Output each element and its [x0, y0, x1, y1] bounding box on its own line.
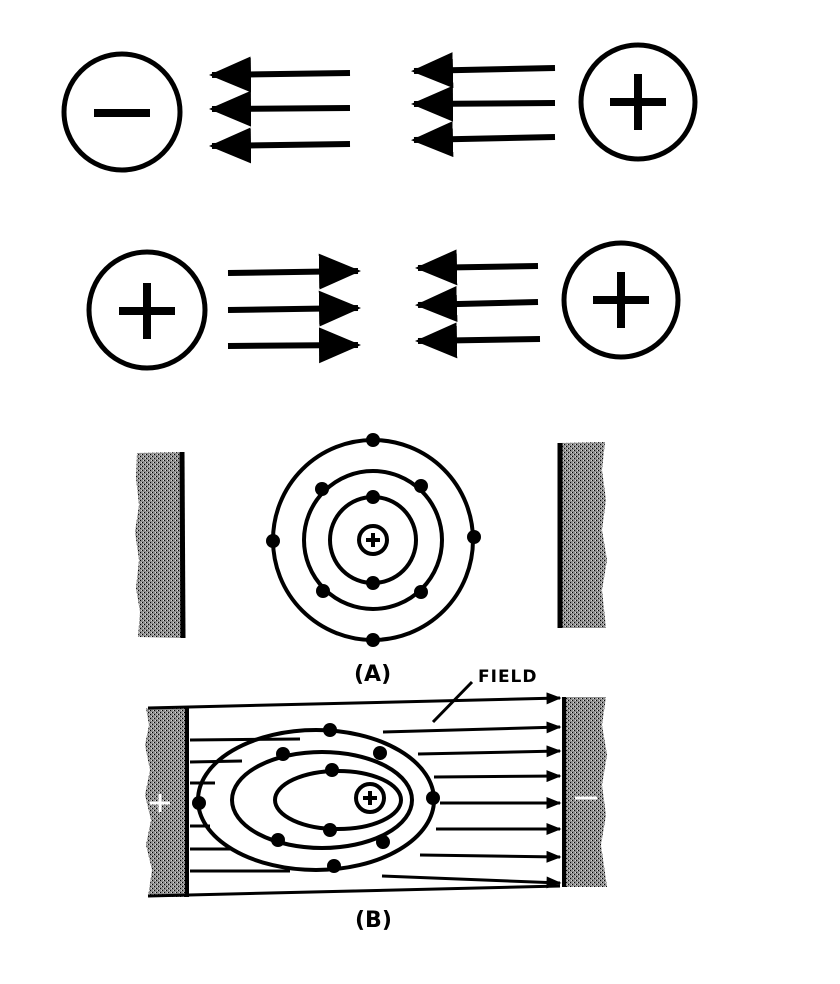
atom-b [196, 728, 436, 872]
field-line [189, 737, 301, 742]
electron [323, 723, 337, 737]
electron [271, 833, 285, 847]
nucleus-charge-a [366, 533, 380, 547]
negative-charge [61, 51, 183, 173]
field-lines [147, 692, 562, 898]
field-line [381, 874, 562, 889]
field-line [147, 692, 562, 710]
right-plate-b [562, 697, 607, 887]
figure-b-label: (B) [355, 908, 392, 933]
nucleus [354, 782, 386, 814]
row-like-charges [86, 240, 681, 371]
electron [366, 490, 380, 504]
nucleus [357, 524, 389, 556]
figure-b [145, 680, 607, 898]
row-opposite-charges [61, 42, 698, 173]
positive-charge-middle-right [561, 240, 681, 360]
electron [426, 791, 440, 805]
electron [414, 479, 428, 493]
positive-charge-top [578, 42, 698, 162]
middle-electron-shell [302, 469, 444, 611]
electron [192, 796, 206, 810]
electron [414, 585, 428, 599]
arrow-left-icon [209, 90, 351, 127]
electron [327, 859, 341, 873]
nucleus-charge-b [363, 791, 377, 805]
field-line [417, 745, 562, 758]
arrow-left-icon [411, 52, 556, 89]
electron [366, 576, 380, 590]
middle-electron-shell [230, 750, 414, 850]
electron [366, 433, 380, 447]
field-arrows-top-right [411, 52, 556, 158]
field-label: FIELD [478, 667, 538, 687]
field-line [382, 721, 562, 734]
field-line [419, 850, 562, 863]
arrow-left-icon [209, 56, 351, 93]
left-plate-b [145, 707, 189, 897]
positive-charge-middle-left [86, 249, 208, 371]
arrow-left-icon [415, 286, 539, 323]
left-plate-a [135, 451, 186, 639]
electron [316, 584, 330, 598]
electron [315, 482, 329, 496]
arrow-left-icon [411, 85, 556, 122]
arrow-left-icon [209, 127, 351, 164]
field-line [433, 770, 562, 783]
electrons-a [266, 433, 481, 647]
figure-a-label: (A) [354, 662, 392, 687]
figure-a [135, 433, 607, 647]
electron [325, 763, 339, 777]
field-line [147, 884, 561, 898]
arrow-right-icon [227, 327, 361, 364]
electron [467, 530, 481, 544]
arrow-left-icon [411, 121, 556, 158]
arrow-right-icon [227, 290, 361, 327]
electrons-b [192, 723, 440, 873]
field-leader [431, 680, 474, 724]
arrow-left-icon [415, 249, 539, 286]
arrow-left-icon [415, 322, 541, 359]
arrow-right-icon [227, 253, 361, 290]
electron [366, 633, 380, 647]
electron [373, 746, 387, 760]
field-arrows-middle-right [415, 249, 541, 359]
electron [266, 534, 280, 548]
electron [323, 823, 337, 837]
field-arrows-middle-left [227, 253, 361, 364]
electron [276, 747, 290, 761]
right-plate-a [557, 442, 607, 628]
field-arrows-top-left [209, 56, 351, 164]
electron [376, 835, 390, 849]
